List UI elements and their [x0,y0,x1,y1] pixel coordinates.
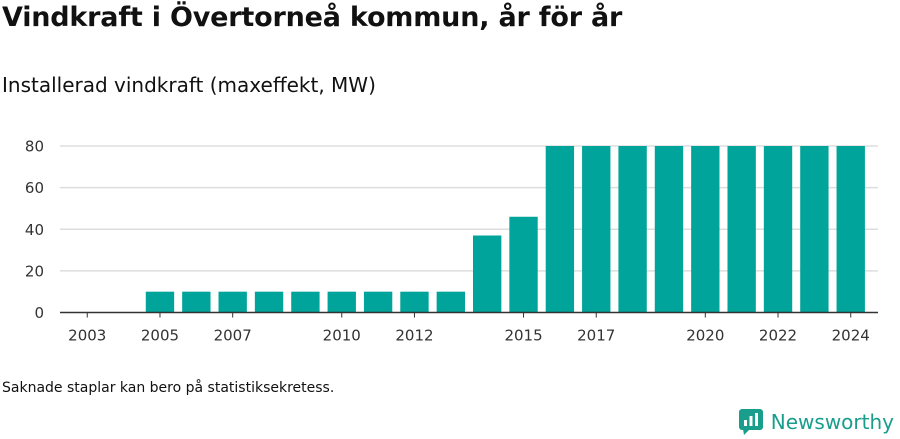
bar [763,146,793,313]
bar [836,146,865,313]
chart-subtitle: Installerad vindkraft (maxeffekt, MW) [2,73,376,97]
y-tick-label: 40 [25,221,44,239]
x-tick-label: 2005 [141,327,179,345]
x-tick-label: 2017 [577,327,615,345]
y-tick-label: 60 [25,179,44,197]
bar [545,146,575,313]
x-tick-label: 2020 [686,327,724,345]
bar [363,291,393,313]
x-tick-label: 2015 [504,327,542,345]
y-tick-label: 80 [25,138,44,156]
bar [691,146,720,313]
bar [218,291,247,313]
bar [727,146,756,313]
x-tick-label: 2010 [323,327,361,345]
x-tick-label: 2007 [214,327,252,345]
x-tick-label: 2003 [68,327,106,345]
x-tick-label: 2012 [395,327,433,345]
x-tick-label: 2022 [759,327,797,345]
bar [654,146,684,313]
brand-logo[interactable]: Newsworthy [738,408,894,436]
newsworthy-logo-icon [738,409,763,435]
y-tick-label: 20 [25,262,44,280]
bar [182,291,211,313]
brand-name: Newsworthy [770,410,894,434]
bar [254,291,284,313]
bar [582,146,611,313]
bar [618,146,647,313]
bar [291,291,320,313]
bar-chart: 0 20 40 60 80 2003 2005 2007 2010 2012 2015 2017 202… [25,138,878,345]
chart-title: Vindkraft i Övertorneå kommun, år för år [2,2,623,33]
bar [327,291,356,313]
bar [800,146,829,313]
bar [509,216,538,313]
y-tick-label: 0 [34,304,44,322]
bar [436,291,466,313]
x-tick-label: 2024 [832,327,870,345]
bar [472,235,502,313]
bar [145,291,175,313]
footnote: Saknade staplar kan bero på statistiksek… [2,380,335,396]
bar [400,291,429,313]
